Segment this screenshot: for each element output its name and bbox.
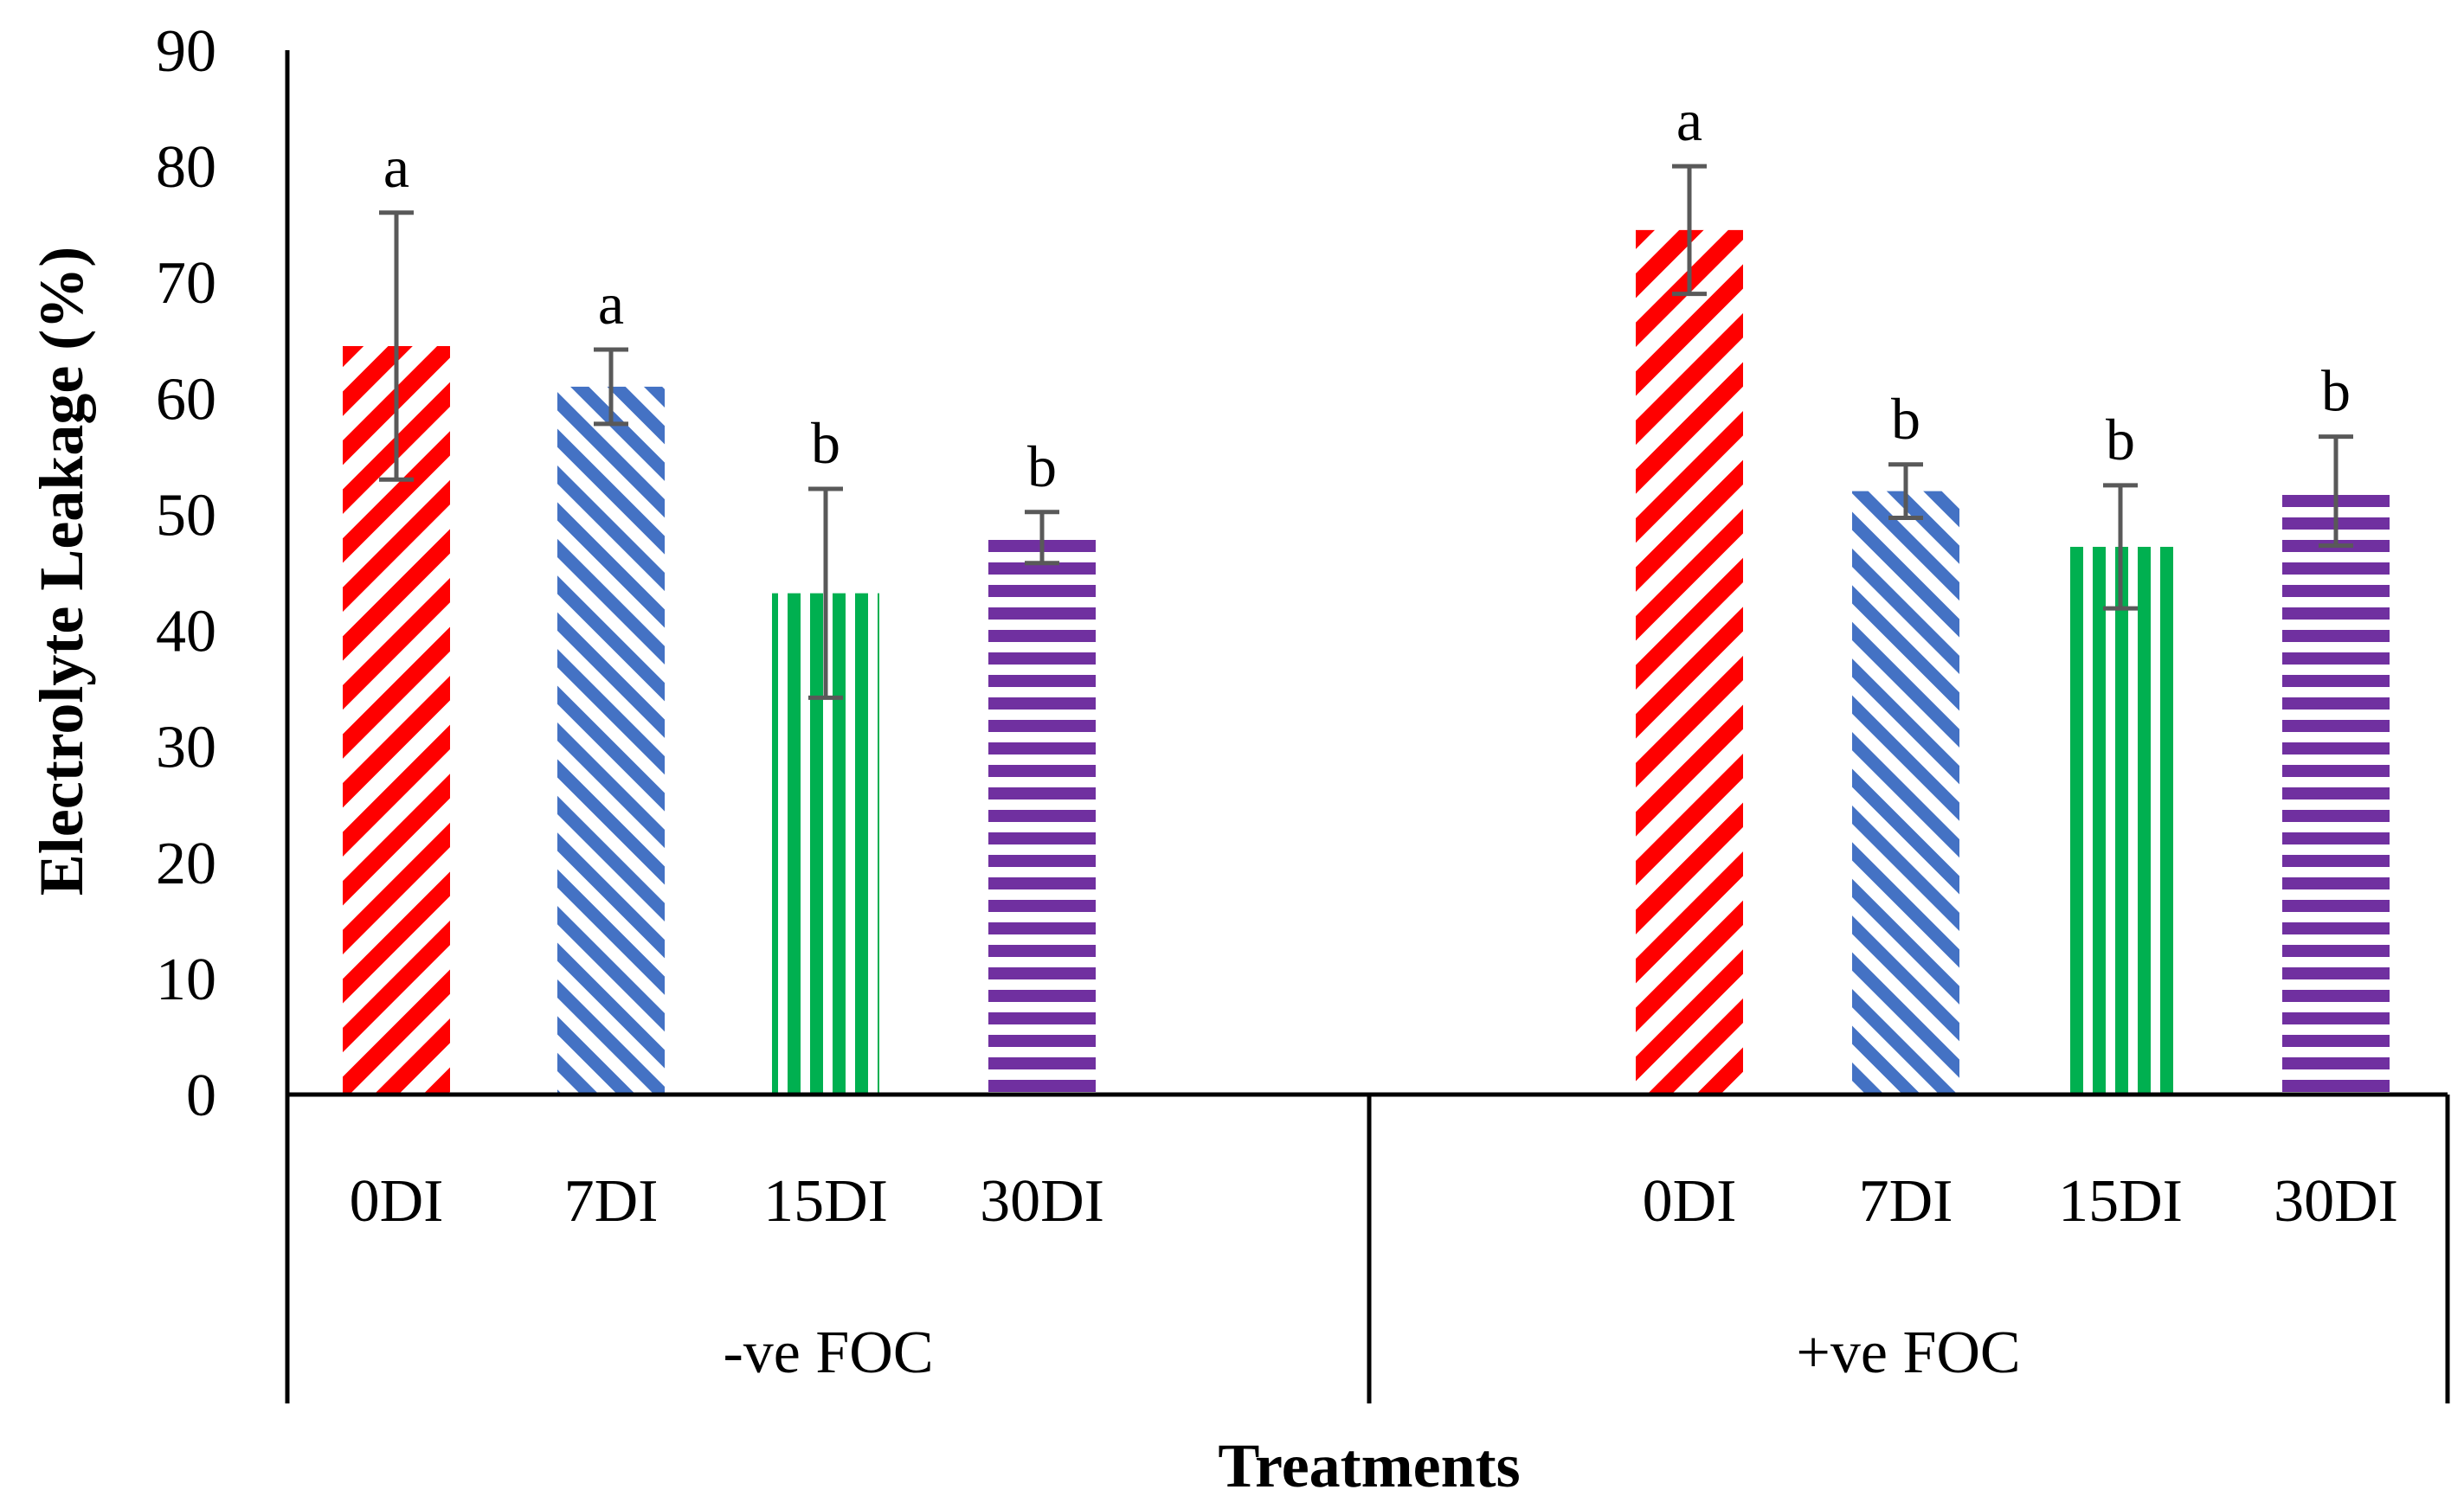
y-tick-label: 40: [156, 599, 216, 665]
category-label: 15DI: [2058, 1168, 2183, 1235]
y-tick-label: 50: [156, 482, 216, 549]
significance-letter: b: [2321, 358, 2351, 424]
bar: [988, 537, 1096, 1095]
significance-letter: b: [811, 410, 840, 476]
significance-letter: b: [1027, 433, 1057, 499]
category-label: 0DI: [350, 1168, 444, 1235]
significance-letter: a: [383, 134, 409, 200]
y-tick-label: 70: [156, 250, 216, 317]
category-label: 7DI: [564, 1168, 659, 1235]
axes: [285, 50, 2450, 1403]
category-label: 30DI: [2274, 1168, 2398, 1235]
bar: [2282, 491, 2390, 1095]
group-labels: -ve FOC +ve FOC: [723, 1320, 2020, 1386]
y-tick-label: 30: [156, 715, 216, 781]
y-tick-label: 90: [156, 18, 216, 85]
y-axis-tick-labels: 0 10 20 30 40 50 60 70 80 90: [156, 18, 216, 1129]
category-label: 30DI: [980, 1168, 1104, 1235]
significance-letters: a a b b a b b b: [383, 87, 2351, 499]
y-tick-label: 0: [186, 1063, 216, 1129]
significance-letter: a: [1676, 87, 1702, 153]
y-axis-title: Electrolyte Leakage (%): [27, 247, 96, 896]
significance-letter: b: [1891, 386, 1920, 452]
group-label: -ve FOC: [723, 1320, 933, 1386]
significance-letter: a: [598, 271, 624, 337]
significance-letter: b: [2106, 407, 2135, 472]
category-label: 15DI: [763, 1168, 888, 1235]
bar: [2067, 546, 2174, 1095]
bar: [557, 386, 665, 1095]
category-label: 0DI: [1643, 1168, 1737, 1235]
y-tick-label: 20: [156, 831, 216, 897]
x-axis-title: Treatments: [1218, 1431, 1520, 1500]
category-labels: 0DI 7DI 15DI 30DI 0DI 7DI 15DI 30DI: [350, 1168, 2398, 1235]
y-tick-label: 10: [156, 947, 216, 1013]
group-label: +ve FOC: [1796, 1320, 2020, 1386]
category-label: 7DI: [1859, 1168, 1953, 1235]
y-tick-label: 80: [156, 134, 216, 201]
y-tick-label: 60: [156, 366, 216, 433]
bar: [1636, 229, 1743, 1095]
bar: [1852, 491, 1959, 1095]
bars: [343, 229, 2390, 1095]
error-bars: [379, 164, 2353, 700]
